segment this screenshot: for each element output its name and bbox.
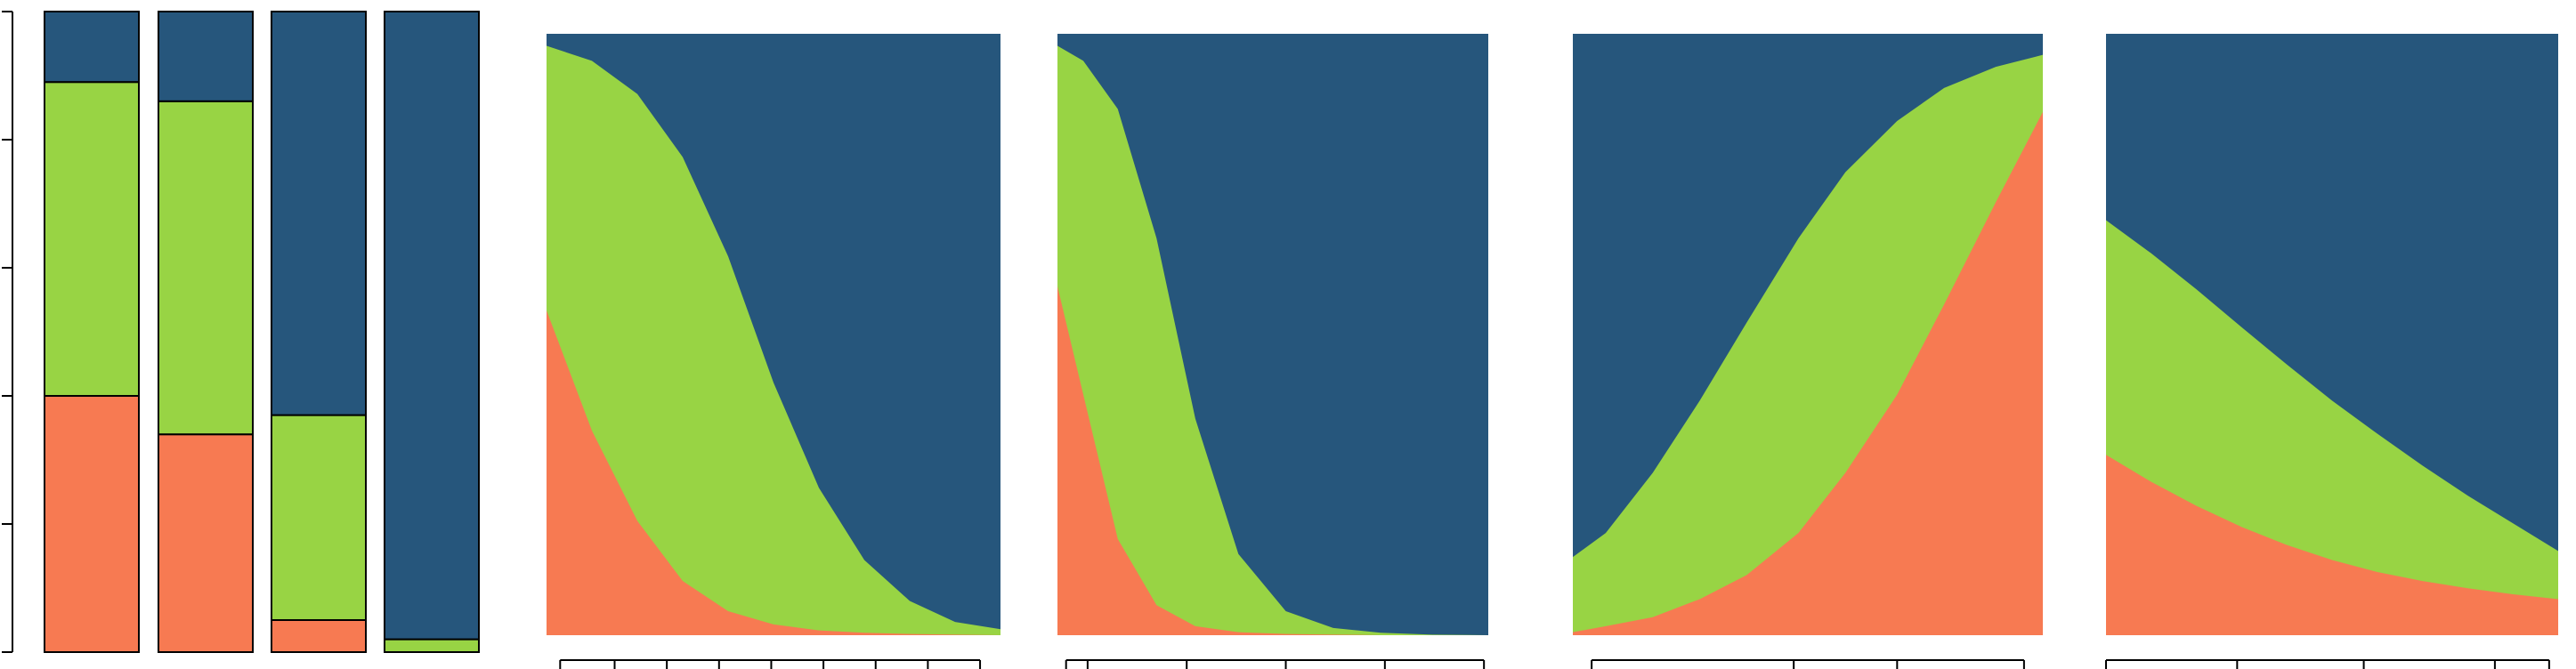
area-bottom-series <box>1057 286 1488 635</box>
bar-segment-bottom <box>158 433 254 654</box>
bar-segment-top <box>44 11 140 84</box>
stacked-bar-panel <box>2 11 480 654</box>
bar-segment-bottom <box>44 395 140 653</box>
stacked-area-panel-3 <box>1573 34 2043 669</box>
bar-segment-middle <box>271 414 367 621</box>
bar-segment-top <box>158 11 254 102</box>
bar-segment-top <box>384 11 480 641</box>
bar-segment-bottom <box>271 619 367 653</box>
stacked-area-panel-2 <box>1057 34 1488 669</box>
stacked-area-panel-4 <box>2105 34 2558 669</box>
area-bottom-series <box>2106 455 2558 635</box>
area-middle-series <box>1057 45 1488 635</box>
bar-segment-middle <box>384 638 480 653</box>
bar-segment-top <box>271 11 367 416</box>
area-bottom-series <box>547 310 1000 635</box>
area-middle-series <box>547 45 1000 635</box>
area-bottom-series <box>1573 111 2043 635</box>
bar-segment-middle <box>158 100 254 436</box>
bar-segment-middle <box>44 81 140 397</box>
stacked-area-panel-1 <box>547 34 1000 669</box>
